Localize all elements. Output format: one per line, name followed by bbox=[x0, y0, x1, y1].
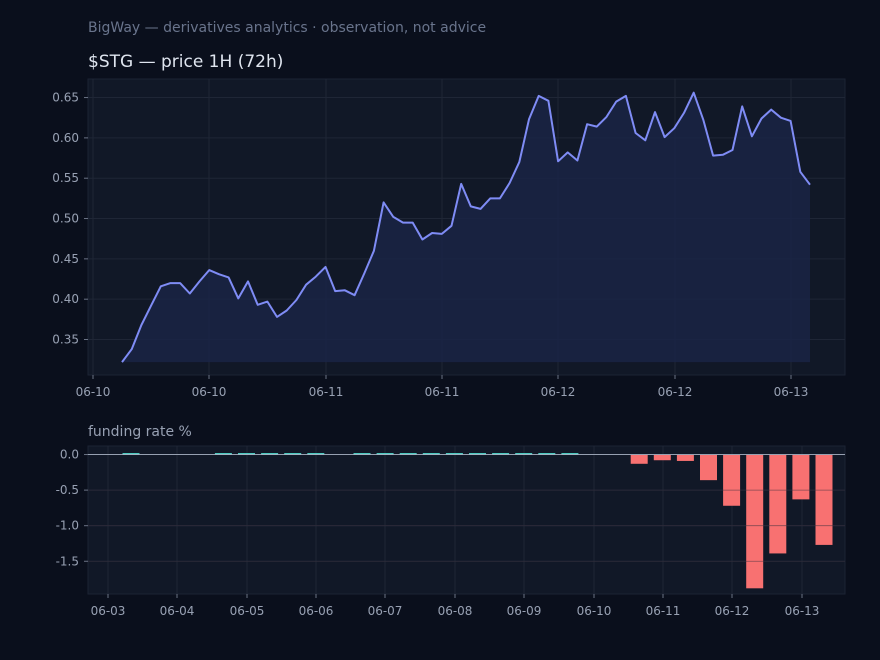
funding-bar bbox=[515, 453, 533, 455]
page-subtitle: BigWay — derivatives analytics · observa… bbox=[88, 20, 487, 36]
price-x-tick-label: 06-12 bbox=[658, 385, 693, 399]
price-y-tick-label: 0.60 bbox=[52, 131, 79, 145]
funding-bar bbox=[445, 453, 463, 455]
funding-bar bbox=[815, 454, 833, 545]
funding-x-tick-label: 06-04 bbox=[160, 604, 195, 618]
funding-x-tick-label: 06-03 bbox=[91, 604, 126, 618]
price-y-tick-label: 0.35 bbox=[52, 333, 79, 347]
price-chart-title: $STG — price 1H (72h) bbox=[88, 52, 284, 72]
funding-bar bbox=[422, 453, 440, 455]
funding-bar bbox=[238, 453, 255, 455]
funding-x-tick-label: 06-08 bbox=[438, 604, 473, 618]
funding-bar bbox=[792, 454, 810, 500]
funding-chart-title: funding rate % bbox=[88, 424, 192, 440]
funding-bar bbox=[353, 453, 371, 455]
funding-plot-area bbox=[87, 445, 846, 595]
funding-bar bbox=[700, 454, 717, 481]
funding-bar bbox=[492, 453, 510, 455]
price-y-tick-label: 0.45 bbox=[52, 252, 79, 266]
price-x-tick-label: 06-10 bbox=[76, 385, 111, 399]
price-y-tick-label: 0.55 bbox=[52, 171, 79, 185]
price-series-line bbox=[121, 91, 811, 363]
price-y-tick-label: 0.50 bbox=[52, 212, 79, 226]
funding-y-tick-label: 0.0 bbox=[60, 448, 79, 462]
funding-x-tick-label: 06-09 bbox=[507, 604, 542, 618]
funding-bar bbox=[723, 454, 741, 506]
price-chart: 0.35 0.40 0.45 0.50 0.55 0.60 0.65 06-10 06-10 06… bbox=[52, 78, 846, 399]
price-area-fill bbox=[122, 92, 810, 363]
price-y-tick-label: 0.65 bbox=[52, 91, 79, 105]
funding-bar bbox=[399, 453, 417, 455]
funding-y-tick-label: -1.5 bbox=[56, 554, 79, 568]
price-x-tick-label: 06-13 bbox=[774, 385, 809, 399]
funding-bar bbox=[307, 453, 325, 455]
funding-bar bbox=[284, 453, 302, 455]
funding-y-tick-label: -1.0 bbox=[56, 519, 79, 533]
funding-x-tick-label: 06-10 bbox=[577, 604, 612, 618]
funding-x-tick-label: 06-12 bbox=[715, 604, 750, 618]
funding-bar bbox=[214, 453, 232, 455]
price-x-tick-label: 06-12 bbox=[541, 385, 576, 399]
funding-bar bbox=[676, 454, 694, 461]
funding-bar bbox=[376, 453, 394, 455]
funding-bar bbox=[746, 454, 764, 589]
funding-chart: 0.0 -0.5 -1.0 -1.5 06-03 06-04 06-05 06-06 06-07… bbox=[56, 445, 846, 618]
funding-x-tick-label: 06-06 bbox=[299, 604, 334, 618]
funding-bar bbox=[653, 454, 671, 461]
funding-x-tick-label: 06-05 bbox=[230, 604, 265, 618]
funding-bar bbox=[261, 453, 279, 455]
price-x-tick-label: 06-10 bbox=[192, 385, 227, 399]
funding-x-tick-label: 06-11 bbox=[646, 604, 681, 618]
funding-x-tick-label: 06-13 bbox=[785, 604, 820, 618]
funding-bar bbox=[122, 453, 140, 455]
price-y-tick-label: 0.40 bbox=[52, 292, 79, 306]
funding-y-tick-label: -0.5 bbox=[56, 483, 79, 497]
price-x-tick-label: 06-11 bbox=[309, 385, 344, 399]
funding-x-tick-label: 06-07 bbox=[368, 604, 403, 618]
price-x-tick-label: 06-11 bbox=[425, 385, 460, 399]
funding-bar bbox=[538, 453, 556, 455]
funding-bar bbox=[469, 453, 486, 455]
funding-bar bbox=[630, 454, 648, 464]
funding-bar bbox=[561, 453, 579, 455]
funding-bar bbox=[769, 454, 787, 554]
